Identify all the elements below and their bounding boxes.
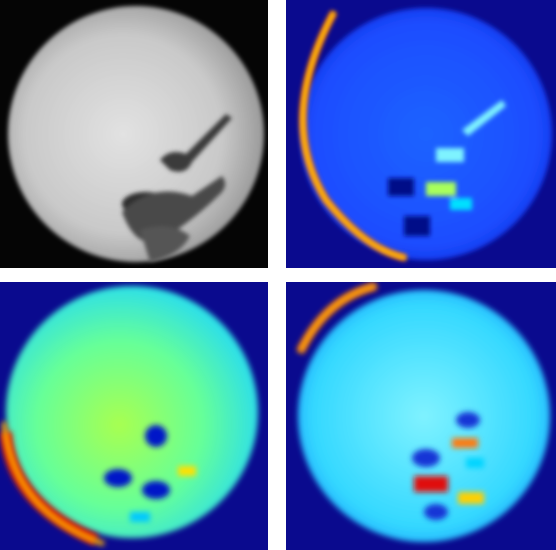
jet-map-b bbox=[0, 282, 268, 550]
jet-map-a bbox=[286, 0, 556, 268]
jet-panel-a bbox=[286, 0, 556, 268]
jet-panel-b bbox=[0, 282, 268, 550]
jet-map-c bbox=[286, 282, 556, 550]
jet-panel-c bbox=[286, 282, 556, 550]
grayscale-panel bbox=[0, 0, 268, 268]
grayscale-image bbox=[0, 0, 268, 268]
